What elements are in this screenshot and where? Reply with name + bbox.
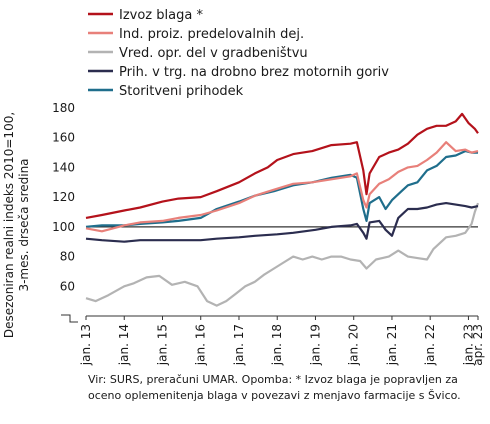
legend: Izvoz blaga * Ind. proiz. predelovalnih d… (88, 8, 389, 99)
y-tick-label: 140 (52, 160, 75, 174)
y-tick-label: 160 (52, 131, 75, 145)
source-note-line-2: oceno oplemenitenja blaga v povezavi z m… (88, 389, 461, 402)
x-tick-label: apr. 23 (471, 324, 485, 366)
series-line-1 (85, 112, 479, 219)
axis-break-marker (61, 314, 78, 323)
y-tick-label: 60 (60, 279, 75, 293)
legend-label: Vred. opr. del v gradbeništvu (119, 46, 308, 61)
x-tick-label: jan. 19 (308, 324, 322, 366)
x-tick-label: jan. 21 (385, 324, 399, 366)
series-line-5 (85, 150, 478, 228)
y-tick-label: 80 (60, 250, 75, 264)
x-tick-label: jan. 23 (461, 324, 475, 366)
series-layer (85, 112, 480, 307)
x-tick-label: jan. 22 (423, 324, 437, 366)
x-tick-label: jan. 16 (194, 324, 208, 366)
y-axis-label-line-2: 3-mes. drseča sredina (17, 158, 31, 291)
series-line-2 (85, 141, 479, 233)
x-tick-label: jan. 20 (347, 324, 361, 366)
y-tick-label: 180 (52, 101, 75, 115)
y-tick-label: 100 (52, 220, 75, 234)
x-tick-label: jan. 13 (79, 324, 93, 366)
x-tick-label: jan. 17 (232, 324, 246, 366)
legend-label: Prih. v trg. na drobno brez motornih gor… (119, 65, 389, 80)
x-tick-label: jan. 18 (270, 324, 284, 366)
y-tick-label: 120 (52, 190, 75, 204)
series-line-4 (85, 202, 479, 243)
axes: 60 80 100 120 140 160 180 jan. 13 jan. 14 jan. 15… (52, 101, 485, 366)
legend-label: Izvoz blaga * (119, 8, 203, 23)
source-note: Vir: SURS, preračuni UMAR. Opomba: * Izv… (88, 372, 486, 404)
legend-label: Ind. proiz. predelovalnih dej. (119, 27, 304, 42)
y-axis-label: Desezoniran realni indeks 2010=100, (2, 112, 16, 338)
x-tick-label: jan. 14 (117, 324, 131, 366)
legend-label: Storitveni prihodek (119, 84, 244, 99)
source-note-line-1: Vir: SURS, preračuni UMAR. Opomba: * Izv… (88, 373, 458, 386)
series-line-3 (85, 202, 480, 307)
x-tick-label: jan. 15 (155, 324, 169, 366)
